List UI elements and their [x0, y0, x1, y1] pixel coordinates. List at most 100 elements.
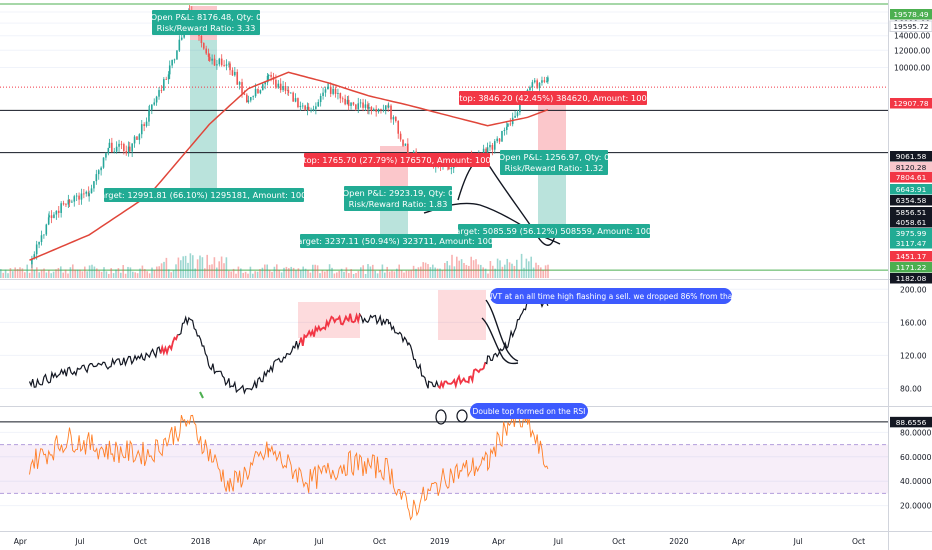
- volume-bar: [33, 269, 36, 278]
- candle: [107, 147, 110, 154]
- candle: [155, 96, 158, 103]
- volume-bar: [170, 272, 172, 278]
- volume-bar: [273, 266, 276, 278]
- volume-bar: [266, 264, 268, 278]
- candle: [213, 58, 216, 66]
- volume-bar: [57, 267, 60, 278]
- candle: [543, 80, 546, 82]
- position-label-line: Risk/Reward Ratio: 3.33: [157, 23, 256, 33]
- candle: [370, 107, 373, 111]
- candle: [90, 188, 93, 194]
- candle: [45, 224, 48, 235]
- candle: [350, 102, 352, 106]
- nvt-callout-text: NVT at an all time high flashing a sell.…: [487, 292, 736, 301]
- candle: [111, 142, 113, 153]
- volume-bar: [43, 268, 45, 278]
- candle: [259, 90, 262, 94]
- volume-bar: [19, 267, 21, 278]
- volume-bar: [96, 268, 98, 278]
- candle: [57, 210, 60, 213]
- candle: [133, 136, 136, 144]
- candle: [97, 170, 100, 175]
- candle: [218, 58, 221, 65]
- candle: [254, 88, 257, 97]
- volume-bar: [384, 272, 386, 278]
- nvt-high-segment: [437, 362, 487, 390]
- time-axis-label: Apr: [732, 537, 746, 546]
- position-label: Open P&L: 2923.19, Qty: 0 Risk/Reward Rat…: [343, 188, 454, 209]
- nvt-axis-label: 120.00: [900, 351, 927, 360]
- rsi-badge-label: 88.6556: [896, 418, 927, 427]
- volume-bar: [391, 270, 393, 278]
- candle: [367, 104, 369, 109]
- candle: [509, 123, 512, 125]
- volume-bar: [216, 267, 218, 278]
- volume-bar: [158, 266, 160, 278]
- candle: [270, 74, 272, 77]
- volume-bar: [230, 271, 232, 278]
- candle: [95, 174, 98, 182]
- volume-bar: [235, 273, 237, 278]
- volume-bar: [48, 270, 50, 278]
- candle: [153, 102, 156, 105]
- volume-bar: [100, 271, 103, 278]
- volume-bar: [422, 262, 424, 278]
- price-badge-label: 6354.58: [896, 196, 927, 205]
- volume-bar: [525, 258, 528, 278]
- candle: [105, 153, 107, 158]
- candle: [507, 123, 509, 127]
- volume-bar: [506, 258, 508, 278]
- volume-bar: [86, 271, 88, 278]
- volume-bar: [225, 257, 228, 278]
- candle: [327, 86, 329, 90]
- candle: [341, 98, 344, 100]
- nvt-high-segment: [159, 334, 179, 357]
- candle: [225, 64, 228, 66]
- volume-bar: [117, 268, 120, 278]
- volume-bar: [14, 267, 16, 278]
- position-label-line: Stop: 1765.70 (27.79%) 176570, Amount: 1…: [298, 155, 496, 165]
- volume-bar: [412, 265, 415, 278]
- volume-bar: [424, 262, 427, 278]
- volume-bar: [465, 264, 468, 278]
- candle: [541, 80, 543, 83]
- candle: [241, 82, 243, 94]
- candle: [171, 59, 173, 66]
- volume-bar: [7, 273, 9, 278]
- volume-bar: [518, 270, 520, 278]
- volume-bar: [259, 269, 261, 278]
- volume-bar: [165, 257, 168, 278]
- volume-bar: [345, 267, 348, 278]
- price-badge: [890, 251, 932, 262]
- volume-bar: [376, 273, 379, 278]
- volume-bar: [55, 269, 57, 278]
- candle: [486, 147, 489, 153]
- volume-bar: [343, 271, 345, 278]
- candle: [362, 102, 364, 108]
- volume-bar: [417, 267, 420, 278]
- volume-bar: [276, 264, 278, 278]
- candle: [55, 210, 58, 215]
- price-badge-label: 7804.61: [896, 173, 927, 182]
- candle: [390, 105, 392, 120]
- volume-bar: [484, 268, 487, 278]
- volume-bar: [206, 254, 208, 278]
- volume-bar: [112, 273, 115, 278]
- candle: [43, 234, 45, 236]
- price-badge: [890, 184, 932, 195]
- volume-bar: [237, 266, 240, 278]
- candle: [131, 143, 133, 152]
- candle: [38, 241, 40, 245]
- volume-bar: [403, 272, 405, 278]
- candle: [178, 39, 181, 51]
- candle: [65, 204, 67, 206]
- volume-bar: [115, 269, 117, 278]
- volume-bar: [528, 261, 530, 278]
- volume-bar: [153, 270, 156, 278]
- volume-bar: [374, 270, 376, 278]
- volume-bar: [338, 270, 340, 278]
- candle: [301, 105, 304, 107]
- candle: [337, 93, 339, 94]
- candle: [88, 193, 90, 197]
